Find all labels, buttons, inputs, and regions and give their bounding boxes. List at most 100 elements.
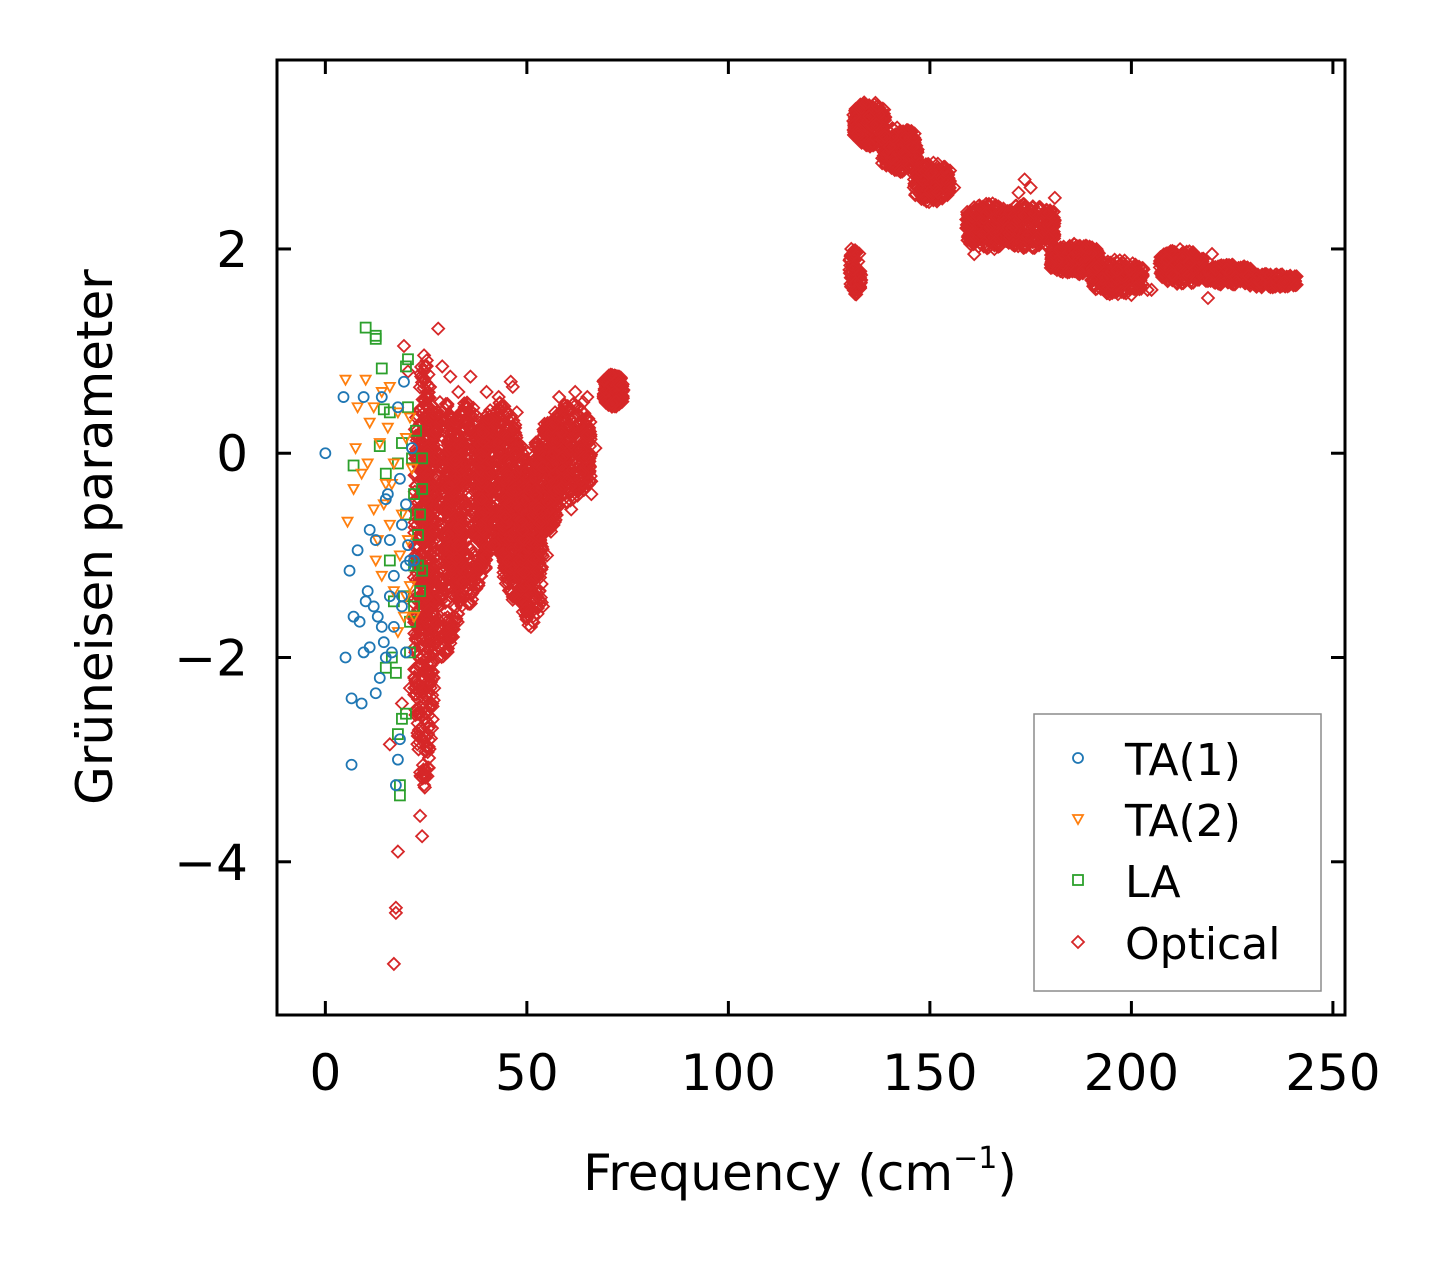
data-point (503, 408, 519, 423)
data-point (443, 627, 459, 643)
data-point (496, 569, 512, 585)
data-point (427, 450, 442, 465)
data-point (512, 567, 527, 582)
data-point (928, 179, 943, 195)
data-point (421, 573, 437, 589)
data-point (439, 504, 454, 520)
data-point (916, 192, 932, 207)
data-point (938, 164, 954, 180)
data-point (977, 235, 992, 251)
data-point (428, 424, 443, 440)
data-point (565, 462, 580, 478)
data-point (439, 526, 455, 541)
data-point (544, 419, 560, 435)
data-point (529, 537, 544, 552)
data-point (458, 500, 473, 516)
data-point (926, 166, 941, 182)
data-point (574, 475, 590, 491)
data-point (603, 367, 618, 383)
data-point (482, 481, 498, 496)
data-point (439, 497, 455, 513)
data-point (526, 551, 541, 567)
data-point (1004, 220, 1020, 236)
data-point (579, 428, 595, 443)
data-point (976, 210, 991, 226)
data-point (464, 592, 480, 607)
data-point (1041, 218, 1056, 233)
data-point (861, 109, 877, 124)
data-point (517, 578, 532, 594)
data-point (544, 458, 560, 473)
data-point (434, 615, 449, 631)
data-point (415, 671, 430, 687)
data-point (552, 481, 567, 497)
data-point (433, 589, 449, 605)
data-point (463, 541, 479, 557)
data-point (516, 547, 531, 562)
data-point (454, 524, 470, 539)
data-point (1042, 206, 1057, 221)
data-point (883, 150, 899, 166)
data-point (426, 539, 441, 555)
data-point (902, 150, 918, 165)
data-point (511, 569, 527, 584)
data-point (432, 622, 447, 637)
data-point (850, 282, 866, 298)
data-point (466, 414, 482, 430)
data-point (484, 447, 500, 463)
data-point (1100, 254, 1116, 269)
data-point (528, 488, 544, 504)
data-point (496, 426, 512, 442)
data-point (518, 540, 534, 555)
data-point (478, 559, 493, 575)
data-point (473, 450, 489, 466)
data-point (504, 485, 519, 500)
data-point (474, 469, 490, 484)
data-point (415, 503, 430, 518)
data-point (481, 466, 496, 481)
data-point (604, 395, 619, 411)
data-point (877, 129, 893, 144)
data-point (410, 736, 425, 752)
data-point (417, 472, 432, 487)
data-point (498, 502, 514, 517)
data-point (429, 616, 444, 632)
data-point (1122, 282, 1138, 297)
data-point (533, 455, 548, 471)
data-point (418, 375, 434, 390)
data-point (460, 547, 475, 562)
data-point (580, 456, 596, 472)
data-point (417, 481, 432, 497)
data-point (1040, 230, 1056, 245)
data-point (1049, 253, 1065, 268)
data-point (506, 479, 522, 494)
data-point (408, 540, 424, 556)
data-point (1125, 266, 1140, 282)
data-point (474, 491, 489, 507)
data-point (472, 491, 487, 506)
data-point (475, 434, 491, 449)
data-point (607, 368, 622, 383)
data-point (508, 440, 523, 456)
data-point (556, 491, 572, 507)
data-point (507, 417, 523, 433)
series-optical (382, 95, 1304, 972)
data-point (930, 156, 946, 172)
data-point (445, 453, 461, 469)
data-point (1096, 278, 1111, 293)
data-point (439, 604, 455, 619)
data-point (466, 567, 481, 582)
data-point (426, 462, 441, 478)
data-point (456, 574, 472, 590)
data-point (1087, 272, 1103, 288)
data-point (1013, 207, 1029, 223)
data-point (421, 707, 436, 723)
data-point (410, 716, 425, 731)
data-point (415, 649, 431, 665)
data-point (449, 428, 464, 444)
data-point (611, 377, 627, 393)
data-point (862, 137, 878, 153)
data-point (846, 107, 861, 123)
data-point (853, 267, 869, 283)
data-point (481, 411, 496, 427)
